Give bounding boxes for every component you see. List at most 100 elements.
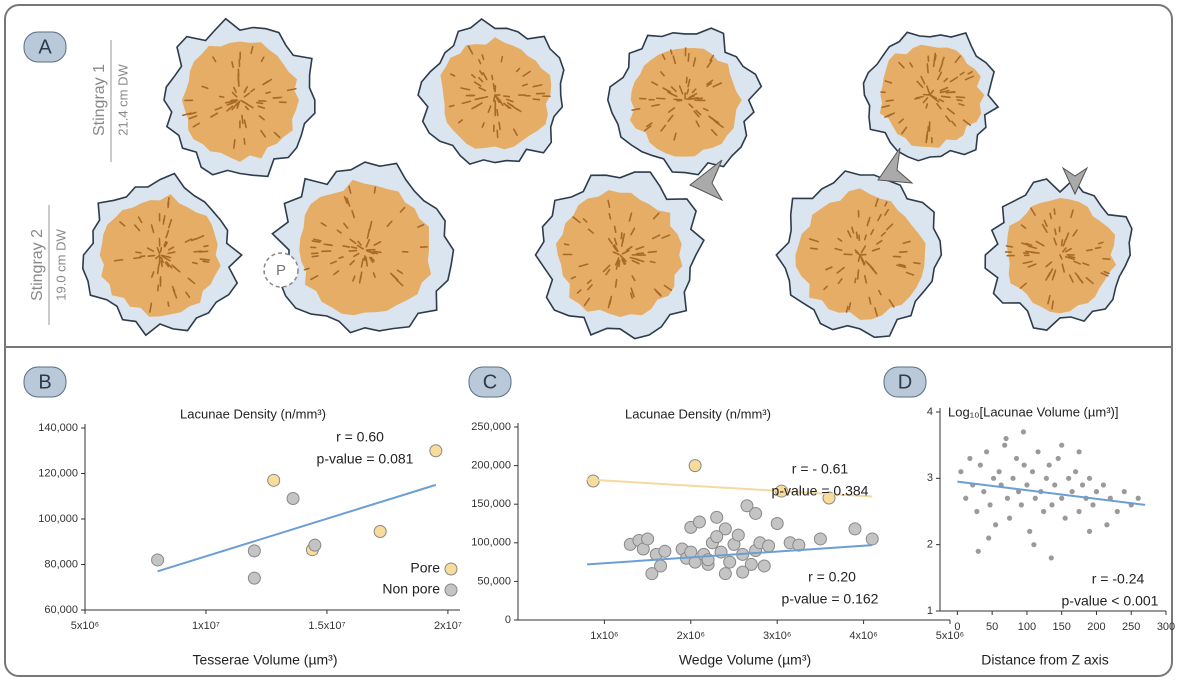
lacuna xyxy=(260,56,265,63)
lacuna xyxy=(693,110,700,118)
lacuna xyxy=(496,108,499,117)
lacuna xyxy=(1053,208,1056,215)
lacuna xyxy=(512,128,518,136)
lacuna xyxy=(712,82,723,88)
point xyxy=(865,532,879,546)
lacuna xyxy=(1020,224,1027,230)
point xyxy=(1104,522,1110,528)
point xyxy=(736,565,750,579)
lacuna xyxy=(1085,276,1094,285)
lacuna xyxy=(260,129,267,138)
x-tick-label: 1.5x10⁷ xyxy=(308,620,345,632)
lacuna xyxy=(925,103,929,109)
annotation: r = 0.20 xyxy=(808,569,856,585)
lacuna xyxy=(471,73,476,79)
point xyxy=(151,553,165,567)
panel-label: B xyxy=(38,371,51,393)
lacuna xyxy=(349,238,357,245)
tessera-core xyxy=(440,37,552,150)
lacuna xyxy=(613,244,619,253)
point xyxy=(757,559,771,573)
lacuna xyxy=(191,261,198,265)
point xyxy=(1035,449,1041,455)
lacuna xyxy=(955,96,966,99)
lacuna xyxy=(939,86,949,92)
point xyxy=(1002,442,1008,448)
lacuna xyxy=(1051,272,1056,281)
lacuna xyxy=(231,102,239,111)
lacuna xyxy=(113,258,124,262)
lacuna xyxy=(959,71,965,76)
lacuna xyxy=(615,260,620,270)
x-axis-label: Tesserae Volume (µm³) xyxy=(193,652,338,668)
lacuna xyxy=(158,255,161,265)
y-tick-label: 3 xyxy=(927,472,933,484)
lacuna xyxy=(880,231,886,237)
legend-swatch xyxy=(444,562,458,576)
lacuna xyxy=(651,81,659,86)
lacuna xyxy=(621,249,630,255)
lacuna xyxy=(161,255,171,262)
lacuna xyxy=(856,269,860,280)
lacuna xyxy=(155,254,161,260)
lacuna xyxy=(165,229,170,239)
lacuna xyxy=(885,99,894,102)
lacuna xyxy=(956,99,963,102)
lacuna xyxy=(491,74,494,81)
point xyxy=(718,522,732,536)
point xyxy=(641,532,655,546)
lacuna xyxy=(173,266,181,273)
lacuna xyxy=(630,287,635,298)
lacuna xyxy=(909,62,914,68)
lacuna xyxy=(583,297,591,307)
lacuna xyxy=(570,276,577,280)
lacuna xyxy=(958,103,965,107)
lacuna xyxy=(884,208,890,216)
point xyxy=(986,535,992,541)
lacuna xyxy=(187,277,196,285)
lacuna xyxy=(578,263,589,268)
lacuna xyxy=(823,285,828,291)
lacuna xyxy=(847,230,852,238)
lacuna xyxy=(1082,262,1090,266)
lacuna xyxy=(1086,248,1093,252)
point xyxy=(373,525,387,539)
lacuna xyxy=(644,125,652,132)
point xyxy=(1135,495,1141,501)
lacuna xyxy=(478,59,482,65)
lacuna xyxy=(857,255,861,263)
lacuna xyxy=(329,260,337,265)
lacuna xyxy=(945,115,951,123)
lacuna xyxy=(936,71,943,81)
point xyxy=(975,548,981,554)
lacuna xyxy=(951,120,957,127)
specimen-size: 19.0 cm DW xyxy=(53,229,68,301)
panel-label: A xyxy=(38,36,52,58)
lacuna xyxy=(343,195,348,205)
lacuna xyxy=(662,87,672,93)
point xyxy=(1048,555,1054,561)
panel-label-box xyxy=(23,366,67,398)
lacuna xyxy=(192,122,201,128)
lacuna xyxy=(236,100,241,106)
lacuna xyxy=(167,218,173,229)
x-tick-label: 4x10⁶ xyxy=(849,630,877,642)
lacuna xyxy=(587,228,594,234)
specimen-size: 21.4 cm DW xyxy=(115,64,130,136)
lacuna xyxy=(342,245,351,248)
point xyxy=(692,515,706,529)
lacuna xyxy=(164,241,169,248)
lacuna xyxy=(522,70,531,77)
annotation: p-value = 0.162 xyxy=(782,591,879,607)
lacuna xyxy=(898,61,905,69)
lacuna xyxy=(925,134,928,144)
lacuna xyxy=(1049,212,1053,220)
lacuna xyxy=(1094,246,1102,250)
lacuna xyxy=(343,222,349,229)
point xyxy=(1079,482,1086,488)
lacuna xyxy=(582,218,588,223)
lacuna xyxy=(386,220,393,227)
lacuna xyxy=(1070,209,1074,219)
lacuna xyxy=(614,278,618,288)
lacuna xyxy=(1053,237,1058,246)
